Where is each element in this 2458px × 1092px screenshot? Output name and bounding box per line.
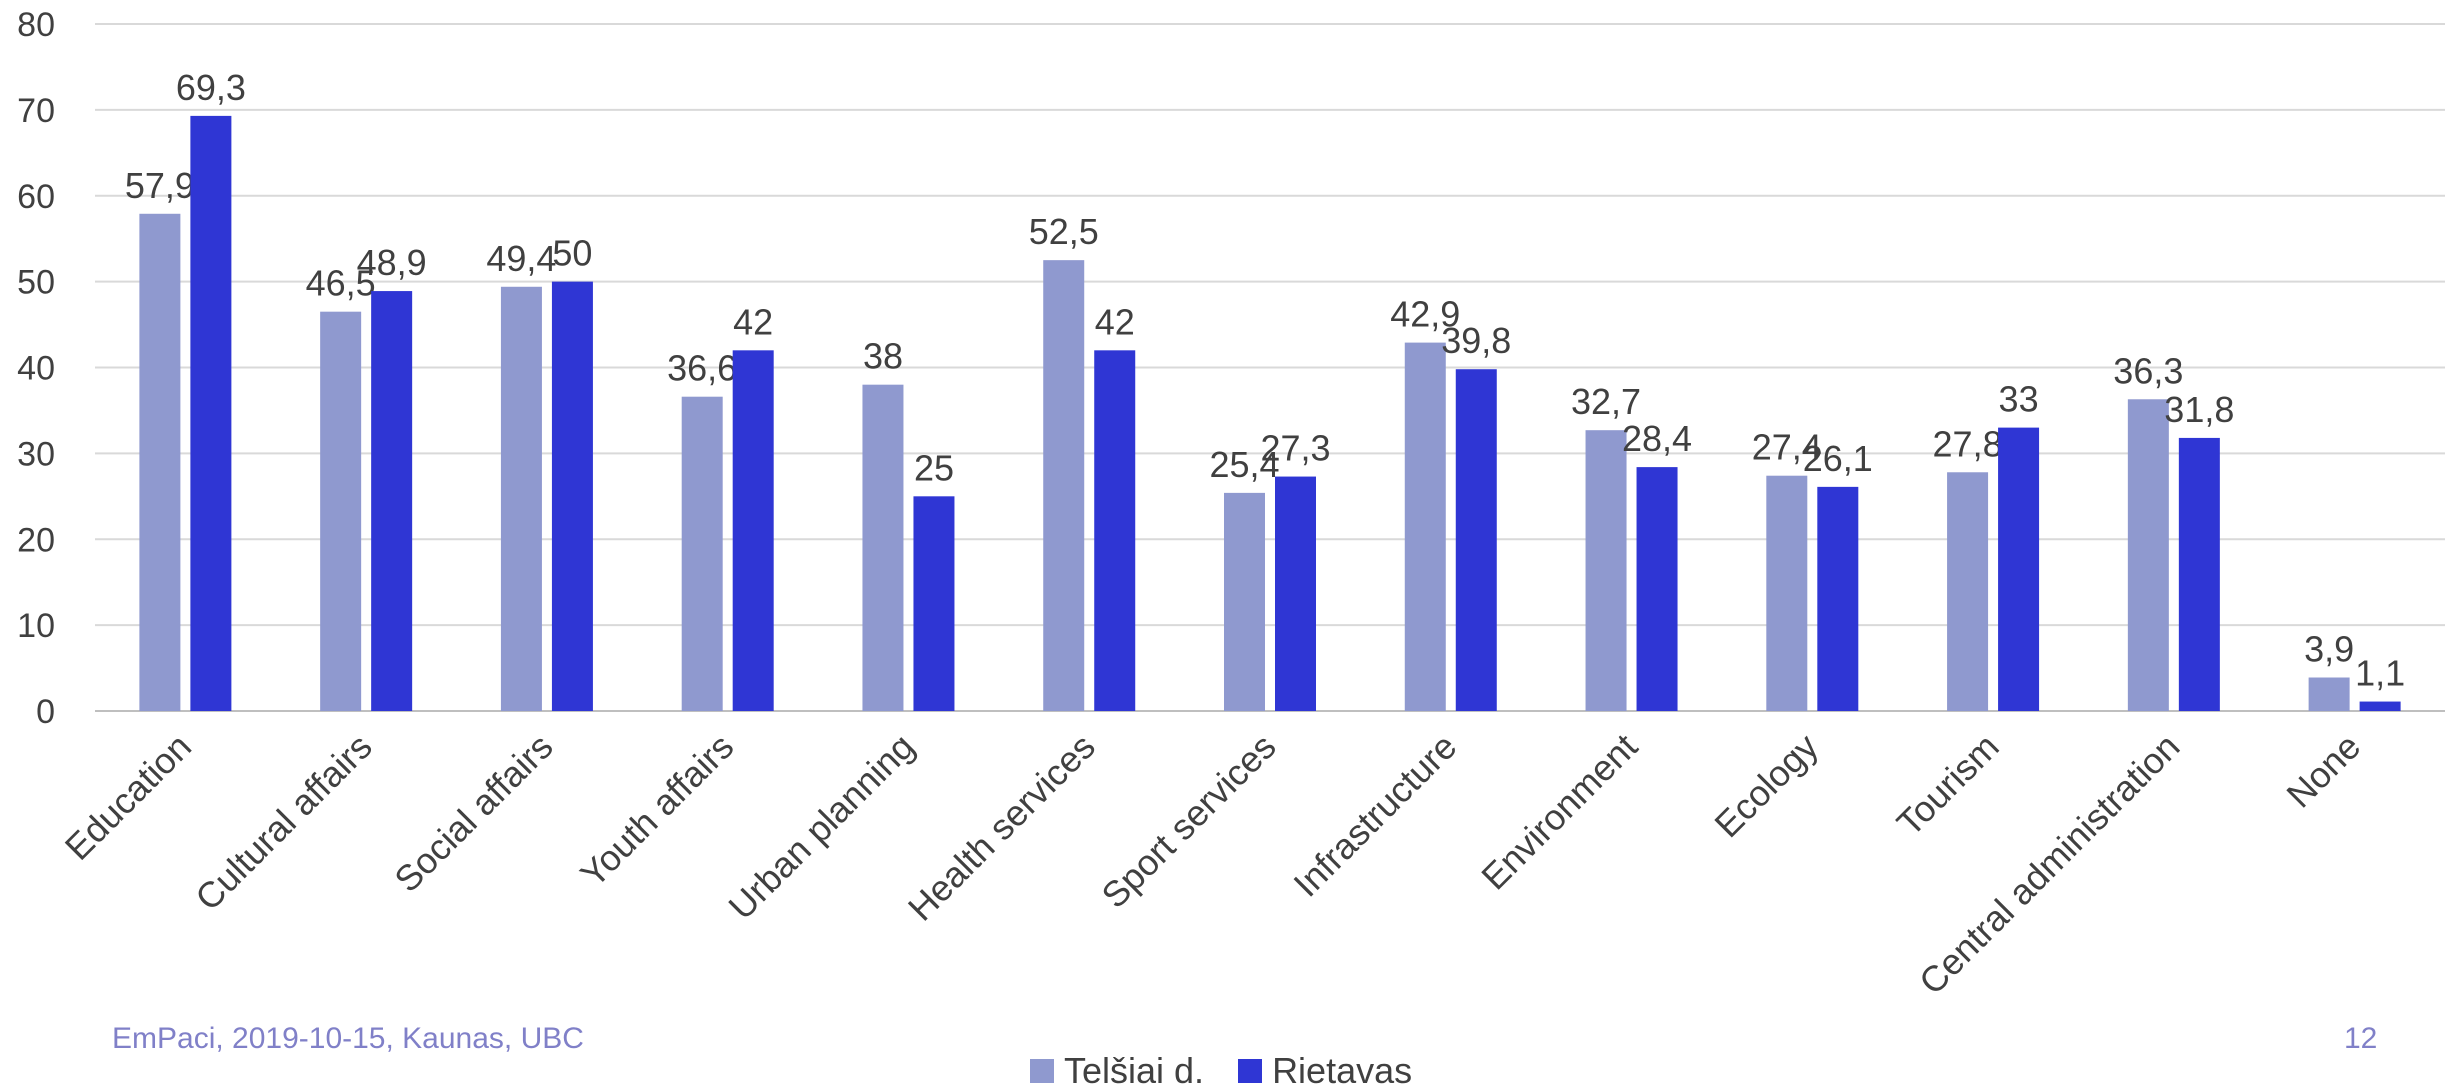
data-label: 39,8 [1441,320,1511,361]
bar-2 [1275,476,1316,711]
data-label: 42 [733,301,773,342]
y-tick-label: 40 [17,350,55,388]
bar-1 [2127,399,2169,711]
bar-2 [732,350,774,711]
footer-citation: EmPaci, 2019-10-15, Kaunas, UBC [112,1022,584,1055]
bar-2 [1094,350,1136,711]
data-label: 1,1 [2355,653,2405,694]
data-label: 31,8 [2164,389,2234,430]
y-tick-label: 60 [17,178,55,216]
legend-label-series-2: Rietavas [1272,1050,1413,1091]
x-category-label: None [2278,726,2368,816]
y-tick-label: 20 [17,521,55,559]
bar-1 [1404,342,1446,711]
x-category-label: Cultural affairs [187,726,380,919]
data-label: 49,4 [486,238,556,279]
bar-1 [139,213,181,711]
x-category-label: Education [57,726,199,868]
y-tick-label: 10 [17,607,55,645]
legend-item-series-2: Rietavas [1238,1050,1412,1092]
data-label: 36,3 [2113,350,2183,391]
chart-legend: Telšiai d. Rietavas [1030,1050,1412,1092]
y-tick-label: 50 [17,264,55,302]
bar-1 [681,396,723,711]
bar-1 [1585,430,1627,711]
data-label: 48,9 [357,242,427,283]
legend-label-series-1: Telšiai d. [1064,1050,1205,1091]
bar-2 [371,291,413,711]
bar-1 [1043,260,1085,711]
bar-2 [1817,486,1859,711]
data-label: 3,9 [2304,629,2354,670]
legend-swatch-series-2 [1238,1059,1263,1083]
x-category-label: Urban planning [720,726,922,928]
data-label: 27,4 [1752,427,1822,468]
legend-swatch-series-1 [1030,1059,1054,1083]
x-category-label: Social affairs [386,726,560,900]
bar-2 [1636,467,1678,711]
y-tick-label: 70 [17,92,55,130]
x-category-label: Youth affairs [572,726,741,895]
bar-2 [1998,427,2040,711]
data-label: 69,3 [176,67,246,108]
bar-1 [1947,472,1989,711]
data-label: 32,7 [1571,381,1641,422]
data-label: 25,4 [1209,444,1279,485]
legend-item-series-1: Telšiai d. [1030,1050,1204,1092]
x-category-label: Tourism [1889,726,2007,844]
x-category-label: Sport services [1093,726,1283,916]
bar-2 [2178,437,2220,711]
data-label: 33 [1999,379,2039,420]
bar-2 [1455,369,1497,711]
data-label: 57,9 [125,165,195,206]
bar-1 [862,384,904,711]
x-category-label: Health services [900,726,1103,929]
data-label: 46,5 [306,263,376,304]
x-category-label: Ecology [1706,726,1826,846]
bar-1 [1224,492,1265,711]
data-label: 42,9 [1390,294,1460,335]
bar-2 [2359,701,2401,711]
data-label: 36,6 [667,348,737,389]
x-category-label: Environment [1473,726,1645,898]
data-label: 42 [1095,301,1135,342]
data-label: 27,3 [1260,428,1330,469]
data-label: 28,4 [1622,418,1692,459]
y-tick-label: 30 [17,435,55,473]
data-label: 27,8 [1933,423,2003,464]
bar-2 [190,115,232,712]
bar-2 [551,281,593,711]
data-label: 26,1 [1803,438,1873,479]
bar-1 [500,286,542,711]
bar-2 [913,496,955,711]
data-label: 25 [914,447,954,488]
bar-1 [320,311,362,711]
bar-1 [2308,677,2350,711]
y-tick-label: 0 [36,693,55,731]
page-number: 12 [2344,1022,2378,1055]
x-category-label: Infrastructure [1285,726,1464,905]
data-label: 50 [552,233,592,274]
bar-1 [1766,475,1808,711]
data-label: 52,5 [1029,211,1099,252]
data-label: 38 [863,336,903,377]
y-tick-label: 80 [17,6,55,44]
